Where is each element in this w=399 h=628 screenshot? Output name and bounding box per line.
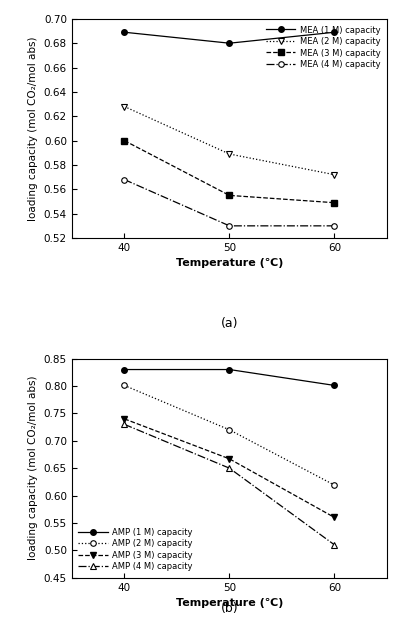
Line: MEA (4 M) capacity: MEA (4 M) capacity xyxy=(122,177,337,229)
Line: AMP (3 M) capacity: AMP (3 M) capacity xyxy=(122,416,337,520)
AMP (3 M) capacity xyxy=(122,415,127,423)
Legend: AMP (1 M) capacity, AMP (2 M) capacity, AMP (3 M) capacity, AMP (4 M) capacity: AMP (1 M) capacity, AMP (2 M) capacity, … xyxy=(76,525,195,573)
AMP (2 M) capacity xyxy=(332,482,337,489)
AMP (1 M) capacity xyxy=(227,365,232,373)
AMP (2 M) capacity xyxy=(122,382,127,389)
MEA (2 M) capacity xyxy=(227,150,232,158)
AMP (3 M) capacity xyxy=(332,514,337,521)
Line: MEA (2 M) capacity: MEA (2 M) capacity xyxy=(122,104,337,178)
AMP (1 M) capacity xyxy=(122,365,127,373)
AMP (4 M) capacity xyxy=(122,421,127,428)
AMP (3 M) capacity xyxy=(227,455,232,463)
MEA (4 M) capacity xyxy=(332,222,337,230)
Line: AMP (2 M) capacity: AMP (2 M) capacity xyxy=(122,382,337,488)
MEA (3 M) capacity xyxy=(227,192,232,199)
MEA (3 M) capacity xyxy=(122,137,127,144)
MEA (1 M) capacity xyxy=(227,40,232,47)
MEA (1 M) capacity xyxy=(122,28,127,36)
MEA (4 M) capacity xyxy=(227,222,232,230)
AMP (4 M) capacity xyxy=(332,541,337,549)
X-axis label: Temperature (℃): Temperature (℃) xyxy=(176,598,283,608)
Y-axis label: loading capacity (mol CO₂/mol abs): loading capacity (mol CO₂/mol abs) xyxy=(28,376,38,560)
MEA (2 M) capacity xyxy=(122,103,127,111)
AMP (1 M) capacity xyxy=(332,382,337,389)
X-axis label: Temperature (℃): Temperature (℃) xyxy=(176,259,283,268)
Line: MEA (1 M) capacity: MEA (1 M) capacity xyxy=(122,30,337,46)
Text: (b): (b) xyxy=(221,602,238,615)
Line: AMP (1 M) capacity: AMP (1 M) capacity xyxy=(122,367,337,388)
AMP (2 M) capacity xyxy=(227,426,232,433)
MEA (1 M) capacity xyxy=(332,28,337,36)
Text: (a): (a) xyxy=(221,317,238,330)
MEA (2 M) capacity xyxy=(332,171,337,178)
Legend: MEA (1 M) capacity, MEA (2 M) capacity, MEA (3 M) capacity, MEA (4 M) capacity: MEA (1 M) capacity, MEA (2 M) capacity, … xyxy=(264,23,383,72)
MEA (3 M) capacity xyxy=(332,199,337,207)
Line: MEA (3 M) capacity: MEA (3 M) capacity xyxy=(122,138,337,205)
Y-axis label: loading capacity (mol CO₂/mol abs): loading capacity (mol CO₂/mol abs) xyxy=(28,36,38,220)
AMP (4 M) capacity xyxy=(227,464,232,472)
MEA (4 M) capacity xyxy=(122,176,127,183)
Line: AMP (4 M) capacity: AMP (4 M) capacity xyxy=(122,421,337,548)
